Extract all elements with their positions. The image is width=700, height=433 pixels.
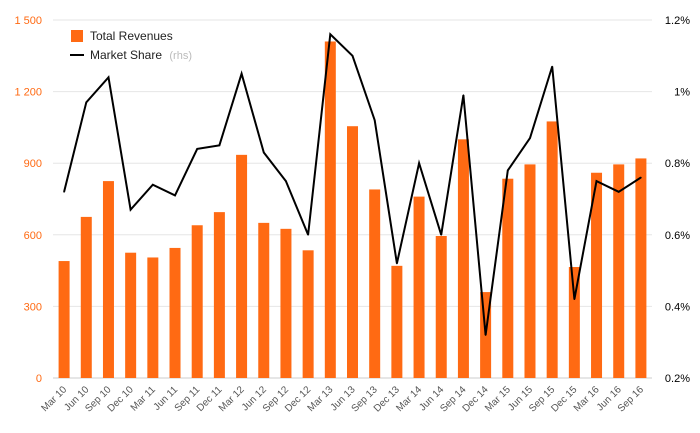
bar-total-revenues <box>258 222 270 378</box>
market-share-point <box>506 169 509 172</box>
x-tick-label: Mar 15 <box>483 384 513 414</box>
market-share-point <box>617 191 620 193</box>
market-share-point <box>573 298 576 301</box>
market-share-point <box>174 194 176 197</box>
market-share-point <box>218 144 221 147</box>
x-tick-label: Mar 12 <box>217 384 247 414</box>
market-share-point <box>440 234 443 236</box>
bar-total-revenues <box>435 235 447 378</box>
bar-total-revenues <box>568 267 580 378</box>
bar-total-revenues <box>413 196 425 378</box>
market-share-point <box>285 180 287 182</box>
bar-total-revenues <box>369 189 381 378</box>
bar-total-revenues <box>457 139 469 378</box>
left-axis-ticks: 0 300 600 900 1 200 1 500 <box>14 15 42 385</box>
left-tick-label: 1 200 <box>14 87 42 99</box>
left-tick-label: 1 500 <box>14 15 42 27</box>
legend-swatch-total-revenues <box>71 30 83 42</box>
market-share-point <box>196 148 199 150</box>
legend: Total Revenues Market Share (rhs) <box>70 29 192 62</box>
bar-total-revenues <box>502 178 514 378</box>
market-share-point <box>307 234 309 236</box>
market-share-point <box>262 151 265 154</box>
left-tick-label: 0 <box>36 373 42 385</box>
bar-total-revenues <box>302 250 314 378</box>
line-series-market-share <box>63 32 642 336</box>
x-tick-label: Mar 13 <box>306 384 336 414</box>
bar-total-revenues <box>324 41 336 378</box>
market-share-point <box>152 183 154 186</box>
market-share-point <box>129 208 132 211</box>
market-share-point <box>484 334 487 336</box>
market-share-point <box>529 137 531 139</box>
bar-total-revenues <box>169 247 181 378</box>
bar-total-revenues <box>125 252 137 378</box>
bar-total-revenues <box>58 261 70 378</box>
market-share-point <box>595 180 598 182</box>
x-tick-label: Mar 14 <box>394 384 424 414</box>
market-share-point <box>462 94 465 96</box>
right-tick-label: 0.4% <box>665 301 690 313</box>
bar-total-revenues <box>391 265 403 378</box>
bar-total-revenues <box>213 212 225 378</box>
market-share-point <box>351 55 354 57</box>
x-tick-label: Mar 16 <box>572 384 602 414</box>
bar-total-revenues <box>102 181 114 378</box>
bar-total-revenues <box>280 228 292 378</box>
right-tick-label: 1% <box>674 87 690 99</box>
market-share-point <box>396 262 398 265</box>
market-share-point <box>329 33 332 36</box>
market-share-point <box>551 65 553 68</box>
bar-total-revenues <box>546 121 558 378</box>
right-axis-ticks: 0.2% 0.4% 0.6% 0.8% 1% 1.2% <box>665 15 690 385</box>
market-share-point <box>373 119 376 122</box>
x-tick-label: Sep 16 <box>616 384 646 414</box>
bar-total-revenues <box>591 172 603 378</box>
market-share-point <box>85 101 88 104</box>
right-tick-label: 0.8% <box>665 158 690 170</box>
bar-total-revenues <box>635 158 647 378</box>
bar-total-revenues <box>80 216 92 378</box>
right-tick-label: 0.2% <box>665 373 690 385</box>
legend-label-total-revenues: Total Revenues <box>90 29 173 43</box>
x-tick-label: Mar 10 <box>39 384 69 414</box>
market-share-point <box>418 162 420 164</box>
right-tick-label: 0.6% <box>665 230 690 242</box>
bar-total-revenues <box>191 225 203 378</box>
bar-total-revenues <box>236 154 248 378</box>
left-tick-label: 900 <box>24 158 42 170</box>
market-share-point <box>240 72 243 75</box>
bar-total-revenues <box>147 257 159 378</box>
market-share-point <box>640 176 642 179</box>
bar-total-revenues <box>524 164 536 378</box>
left-tick-label: 600 <box>24 230 42 242</box>
legend-market-share-suffix: (rhs) <box>169 50 192 62</box>
legend-market-share-name: Market Share <box>90 48 162 62</box>
x-tick-label: Mar 11 <box>129 384 159 414</box>
bar-total-revenues <box>613 164 625 378</box>
right-tick-label: 1.2% <box>665 15 690 27</box>
left-tick-label: 300 <box>24 301 42 313</box>
market-share-point <box>107 76 110 79</box>
market-share-point <box>63 191 65 193</box>
bar-total-revenues <box>347 126 358 378</box>
legend-label-market-share: Market Share (rhs) <box>90 48 192 62</box>
